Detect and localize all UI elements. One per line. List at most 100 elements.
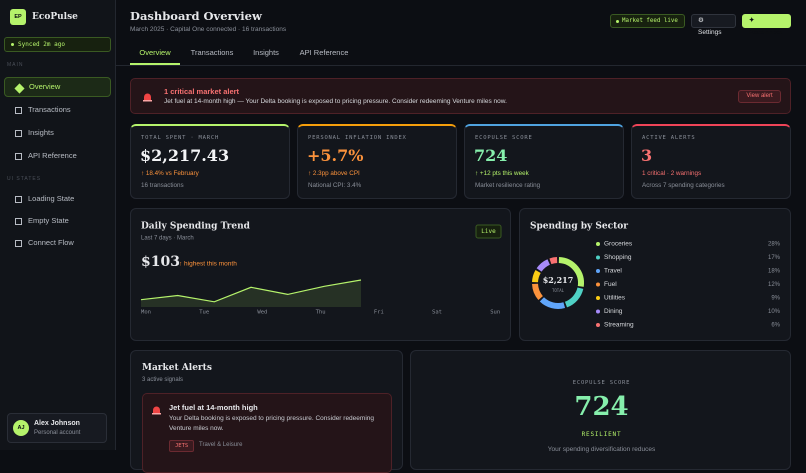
reconnect-button[interactable]: ✦ Reconnect: [742, 14, 791, 36]
settings-button[interactable]: ⚙ Settings: [691, 14, 736, 36]
chart-title: Daily Spending Trend: [141, 222, 251, 232]
user-card[interactable]: AJ Alex Johnson Personal account: [7, 413, 107, 443]
alert-category: Travel & Leisure: [199, 442, 243, 448]
nav-icon: [15, 107, 22, 114]
tab[interactable]: API Reference: [299, 48, 349, 57]
user-role: Personal account: [34, 430, 81, 436]
live-badge: Live: [481, 228, 496, 235]
alert-item-text: Your Delta booking is exposed to pricing…: [169, 415, 374, 432]
nav-label: Transactions: [28, 105, 71, 114]
nav-item[interactable]: Empty State: [4, 211, 111, 231]
card-subtitle: 3 active signals: [142, 377, 184, 383]
tab[interactable]: Overview: [130, 44, 180, 65]
alert-tag: JETS: [169, 440, 195, 452]
kpi-delta: ↑ 2.3pp above CPI: [308, 170, 360, 177]
x-tick-label: Wed: [257, 310, 267, 316]
sync-text: Synced 2m ago: [18, 41, 65, 48]
nav-item[interactable]: Overview: [4, 77, 111, 97]
x-tick-label: Sun: [490, 310, 500, 316]
sidebar: EP EcoPulse Synced 2m ago MAIN Overview Tr…: [0, 0, 116, 450]
nav-label: Overview: [29, 82, 61, 91]
x-tick-label: Fri: [374, 310, 384, 316]
legend-value: 17%: [768, 255, 781, 261]
nav-item[interactable]: Connect Flow: [4, 233, 111, 253]
status-text: Market feed live: [622, 18, 678, 24]
nav-label: Connect Flow: [28, 238, 74, 247]
legend-value: 10%: [768, 309, 781, 315]
kpi-delta: 1 critical · 2 warnings: [642, 170, 702, 177]
kpi-card: PERSONAL INFLATION INDEX +5.7% ↑ 2.3pp abo…: [297, 124, 457, 199]
tab-divider: [116, 65, 806, 66]
kpi-card: ECOPULSE SCORE 724 ↑ +12 pts this week Mark…: [464, 124, 624, 199]
tab[interactable]: Insights: [253, 48, 279, 57]
live-badge-bg: [475, 224, 502, 239]
kpi-delta: ↑ 18.4% vs February: [141, 170, 199, 177]
x-tick-label: Sat: [432, 310, 442, 316]
x-tick-label: Tue: [199, 310, 209, 316]
alert-item-title: Jet fuel at 14-month high: [169, 403, 258, 412]
nav-label: Insights: [28, 128, 54, 137]
legend-dot: [596, 242, 600, 246]
kpi-value: 3: [641, 146, 653, 165]
kpi-note: 16 transactions: [141, 182, 184, 189]
card-title: Market Alerts: [142, 363, 212, 373]
kpi-note: Across 7 spending categories: [642, 182, 725, 189]
alert-banner: 1 critical market alert Jet fuel at 14-m…: [130, 78, 791, 114]
nav-label: Loading State: [28, 194, 75, 203]
legend-dot: [596, 282, 600, 287]
kpi-value: $2,217.43: [140, 146, 230, 165]
donut-segment: [532, 269, 541, 283]
legend-dot: [596, 269, 600, 273]
nav-item[interactable]: API Reference: [4, 146, 111, 166]
kpi-label: ECOPULSE SCORE: [475, 135, 533, 141]
nav-section-label: UI STATES: [7, 176, 42, 182]
donut-segment: [564, 287, 584, 308]
sync-badge: Synced 2m ago: [4, 37, 111, 52]
peak-value: $103: [141, 254, 180, 270]
x-tick-label: Mon: [141, 310, 151, 316]
x-tick-label: Thu: [316, 310, 326, 316]
alert-title: 1 critical market alert: [164, 87, 240, 96]
legend-value: 12%: [768, 282, 781, 288]
legend-label: Streaming: [604, 322, 634, 329]
legend-label: Groceries: [604, 241, 633, 248]
chart-title: Spending by Sector: [530, 222, 628, 232]
page-subtitle: March 2025 · Capital One connected · 16 …: [130, 26, 287, 33]
legend-value: 28%: [768, 242, 781, 248]
donut-segment: [549, 257, 558, 265]
score-card: ECOPULSE SCORE 724 RESILIENT Your spendi…: [410, 350, 791, 470]
user-name: Alex Johnson: [34, 420, 80, 427]
nav-item[interactable]: Transactions: [4, 100, 111, 120]
score-rating: RESILIENT: [581, 431, 622, 438]
sync-dot: [11, 43, 14, 46]
nav-section-label: MAIN: [7, 62, 24, 68]
score-value: 724: [574, 392, 629, 422]
page-title: Dashboard Overview: [130, 9, 262, 23]
legend-dot: [596, 255, 600, 260]
legend-label: Fuel: [604, 281, 617, 288]
alert-icon: [152, 406, 161, 415]
legend-value: 9%: [771, 296, 780, 302]
view-alert-button[interactable]: View alert: [738, 90, 781, 103]
alert-icon: [143, 93, 152, 102]
trend-line: [140, 279, 362, 303]
sector-chart: Spending by Sector $2,217 TOTAL Grocerie…: [530, 222, 781, 329]
nav-label: Empty State: [28, 216, 69, 225]
nav-icon: [14, 83, 25, 94]
legend-label: Utilities: [604, 295, 626, 302]
kpi-value: 724: [474, 146, 508, 165]
donut-segment: [539, 297, 566, 309]
alert-item[interactable]: Jet fuel at 14-month high Your Delta boo…: [142, 393, 392, 473]
donut-segment: [532, 283, 544, 301]
donut-segment: [558, 257, 584, 287]
tab[interactable]: Transactions: [190, 48, 234, 57]
kpi-label: ACTIVE ALERTS: [642, 135, 696, 141]
nav-item[interactable]: Insights: [4, 123, 111, 143]
nav-icon: [15, 153, 22, 160]
nav-item[interactable]: Loading State: [4, 189, 111, 209]
trend-chart: Daily Spending Trend Last 7 days · March…: [140, 222, 502, 316]
kpi-card: TOTAL SPENT · MARCH $2,217.43 ↑ 18.4% vs F…: [130, 124, 290, 199]
avatar: AJ: [13, 420, 29, 436]
kpi-card: ACTIVE ALERTS 3 1 critical · 2 warnings Acr…: [631, 124, 791, 199]
